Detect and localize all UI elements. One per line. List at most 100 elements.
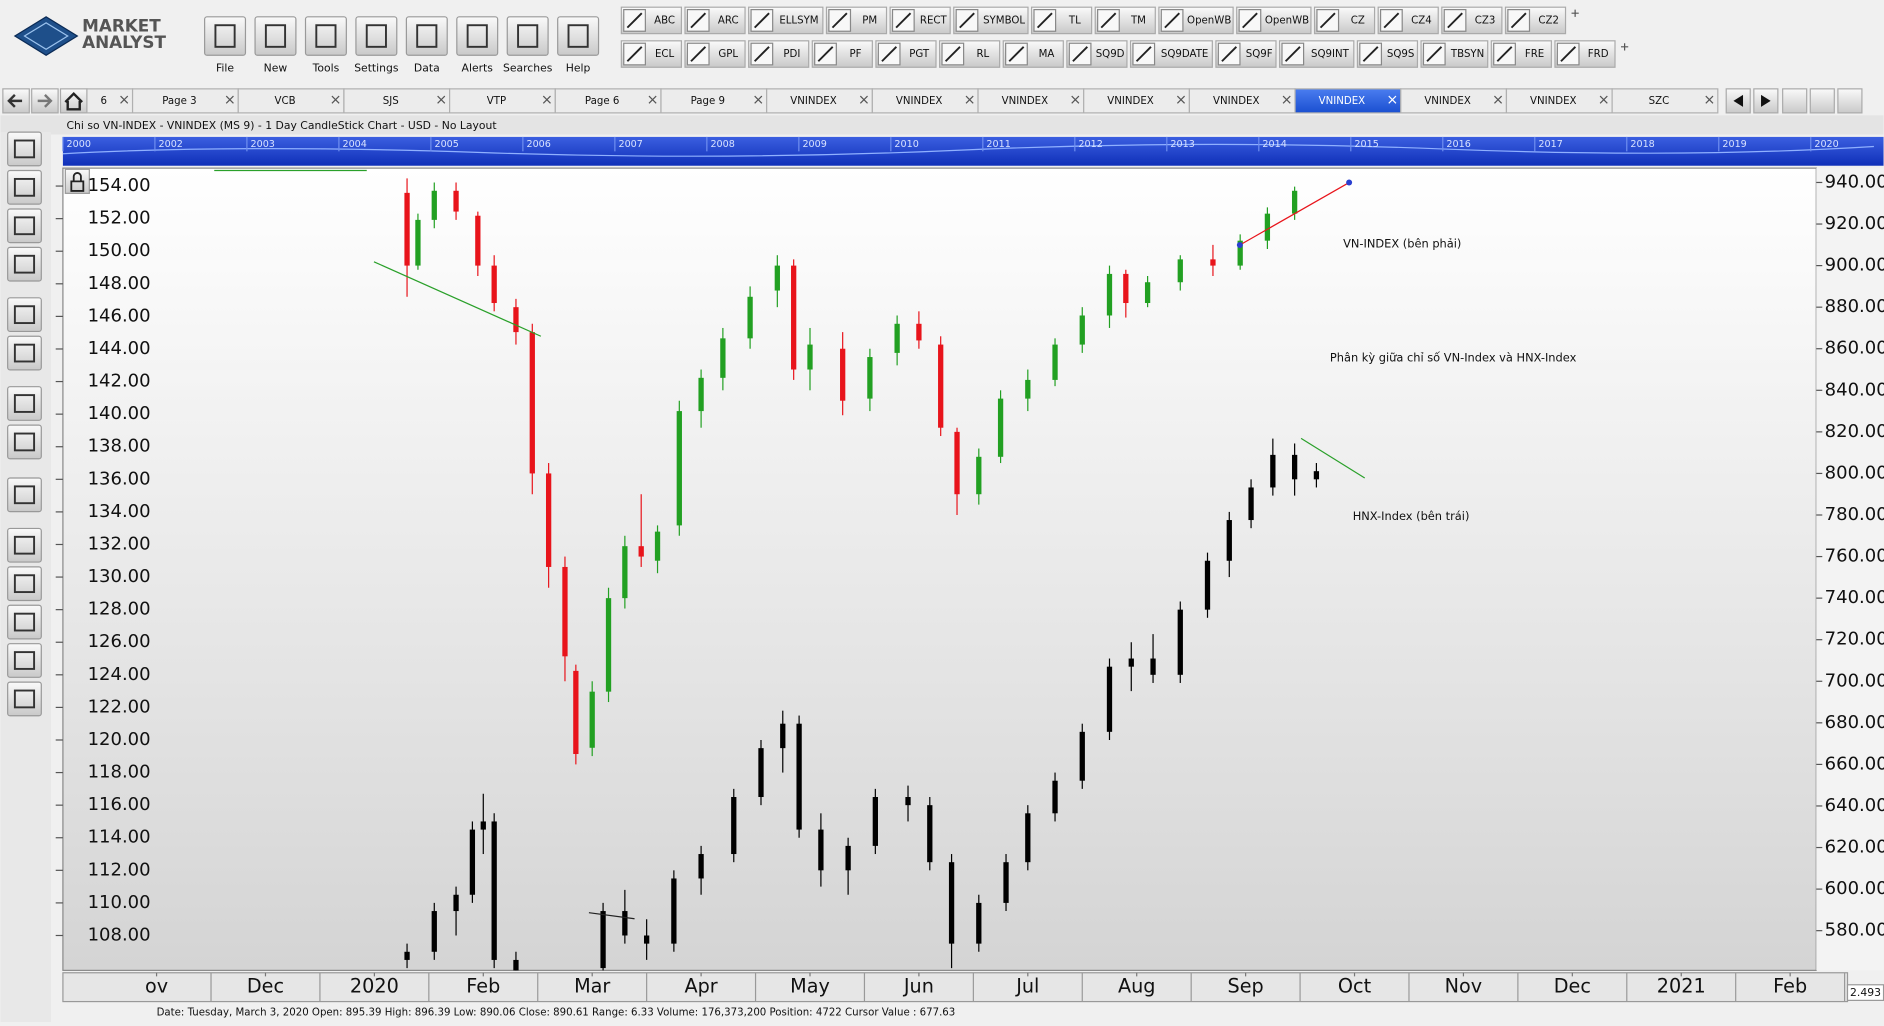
x-tick-label: May (790, 975, 830, 998)
tool-button-label: CZ3 (1475, 15, 1496, 26)
overview-line (62, 143, 1874, 157)
tab-close[interactable] (859, 95, 868, 104)
toolbar-button[interactable] (304, 16, 347, 56)
candle-body (480, 821, 486, 830)
tab-close[interactable] (1176, 95, 1186, 104)
tab[interactable] (1083, 88, 1190, 114)
sidebar-button[interactable] (7, 681, 42, 717)
sidebar-button[interactable] (7, 335, 42, 371)
tab[interactable] (343, 88, 451, 114)
tool-icon-glyph (1164, 12, 1180, 29)
tab-close[interactable] (1705, 95, 1714, 104)
tool-button-label: FRD (1588, 49, 1609, 60)
tab-close[interactable] (1071, 95, 1080, 104)
annotation: HNX-Index (bên trái) (1353, 509, 1470, 523)
tab-close[interactable] (648, 95, 657, 104)
tab-close[interactable] (120, 95, 129, 104)
tab-label: VNINDEX (1002, 96, 1048, 107)
candle-body (1204, 560, 1211, 610)
toolbar-button-label: Help (566, 61, 591, 74)
sidebar-button[interactable] (7, 527, 42, 563)
toolbar-button[interactable] (557, 16, 600, 56)
toolbar-button[interactable] (506, 16, 549, 56)
sidebar-button[interactable] (7, 604, 42, 640)
tab-close[interactable] (1388, 95, 1397, 104)
tab-close[interactable] (1282, 95, 1291, 104)
tab[interactable] (660, 88, 768, 114)
tab[interactable] (871, 88, 979, 114)
trendline[interactable] (1239, 182, 1350, 246)
tab[interactable] (1188, 88, 1296, 114)
toolbar-button[interactable] (204, 16, 247, 56)
y-tick-label: 122.00 (88, 696, 151, 717)
sidebar-icon (13, 485, 36, 505)
candle-body (938, 344, 944, 428)
x-tick-label: Mar (574, 975, 610, 998)
y-tick-label: 116.00 (88, 794, 151, 815)
y-tick-label: 138.00 (88, 436, 151, 457)
candle-body (731, 797, 737, 855)
tab-close[interactable] (1599, 95, 1608, 104)
add-tool[interactable] (1621, 43, 1629, 51)
trendline-handle[interactable] (1236, 241, 1243, 248)
y-tick-label: 136.00 (88, 468, 151, 489)
tool-button-label: GPL (718, 49, 738, 60)
tab[interactable] (766, 88, 873, 114)
y-tick-label: 130.00 (88, 566, 151, 587)
y-tick-label: 110.00 (88, 892, 151, 913)
button-icon (365, 24, 387, 48)
overview-year: 2020 (1814, 139, 1838, 150)
sidebar-button[interactable] (7, 386, 42, 421)
trendline[interactable] (1300, 437, 1366, 479)
y2-tick-label: 760.00 (1825, 546, 1884, 567)
sidebar-button[interactable] (7, 131, 42, 167)
toolbar-button[interactable] (456, 16, 499, 56)
tab[interactable] (1294, 88, 1402, 114)
layout-button[interactable] (1782, 88, 1808, 114)
tab-close[interactable] (1494, 95, 1503, 104)
tab-close[interactable] (754, 95, 763, 104)
sidebar-button[interactable] (7, 566, 42, 602)
tab[interactable] (1505, 88, 1613, 114)
tab-close[interactable] (965, 95, 974, 104)
tab[interactable] (237, 88, 345, 114)
tab-close[interactable] (437, 95, 446, 104)
candle-body (513, 959, 519, 971)
toolbar-button[interactable] (254, 16, 297, 56)
tool-button-label: SQ9F (1246, 49, 1273, 60)
sidebar-button[interactable] (7, 424, 42, 460)
sidebar-button[interactable] (7, 208, 42, 244)
candle-body (589, 691, 595, 748)
overview-strip[interactable] (62, 136, 1884, 166)
toolbar-button[interactable] (355, 16, 398, 56)
candle-body (431, 911, 437, 952)
candle-body (780, 723, 786, 749)
sidebar-button[interactable] (7, 643, 42, 678)
tab-close[interactable] (331, 95, 340, 104)
menu-button[interactable] (1837, 88, 1863, 114)
candle-body (1291, 454, 1298, 480)
trendline[interactable] (373, 261, 542, 337)
add-tool[interactable] (1571, 9, 1579, 17)
x-tick-label: Feb (1773, 975, 1807, 998)
tab[interactable] (131, 88, 239, 114)
tab-close[interactable] (542, 95, 551, 104)
tool-icon-glyph (1496, 46, 1513, 62)
trendline-handle[interactable] (1346, 179, 1353, 186)
candle-body (818, 829, 824, 871)
tool-icon-glyph (626, 46, 643, 62)
sidebar-button[interactable] (7, 246, 42, 282)
sidebar-icon (13, 305, 36, 325)
sidebar-button[interactable] (7, 477, 42, 513)
tab-label: VNINDEX (790, 96, 836, 107)
forward-button[interactable] (31, 88, 59, 114)
grid-button[interactable] (1809, 88, 1835, 114)
sidebar-icon (13, 139, 36, 159)
sidebar-button[interactable] (7, 169, 42, 205)
sidebar-button[interactable] (7, 297, 42, 333)
logo: MARKET ANALYST (13, 15, 167, 56)
trendline[interactable] (588, 912, 635, 920)
toolbar-button[interactable] (405, 16, 448, 56)
tab[interactable] (1611, 88, 1719, 114)
tab-close[interactable] (225, 95, 234, 104)
